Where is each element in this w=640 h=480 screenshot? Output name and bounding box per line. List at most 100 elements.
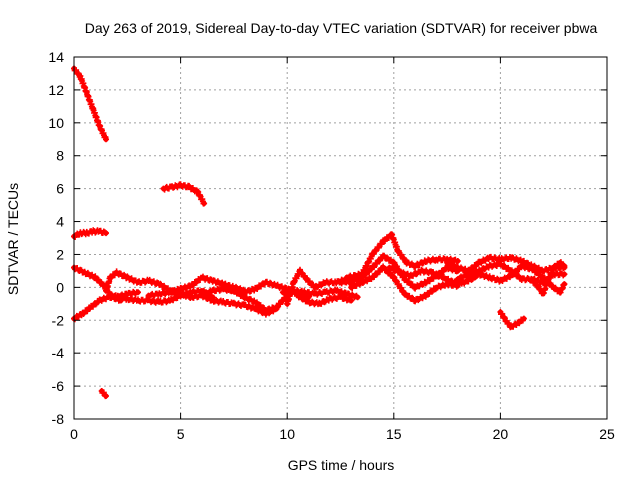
data-point <box>508 273 514 279</box>
data-point <box>487 255 493 261</box>
data-point <box>169 184 175 190</box>
series-markers <box>71 288 141 323</box>
data-point <box>263 311 269 317</box>
y-tick-label: 14 <box>48 49 64 65</box>
data-point <box>369 251 376 258</box>
data-point <box>96 297 103 304</box>
data-point <box>103 393 109 399</box>
data-point <box>380 253 386 259</box>
data-point <box>241 294 248 300</box>
series-arc-22 <box>465 262 568 296</box>
data-point <box>178 182 184 188</box>
data-point <box>487 263 493 269</box>
series-markers <box>71 65 109 143</box>
y-tick-label: 10 <box>48 115 64 131</box>
data-point <box>401 291 408 297</box>
data-point <box>241 302 248 309</box>
y-tick-label: -8 <box>52 411 65 427</box>
data-point <box>156 281 162 287</box>
data-point <box>397 269 403 276</box>
data-point <box>96 228 103 235</box>
y-axis-title: SDTVAR / TECUs <box>5 183 21 295</box>
data-point <box>403 260 410 266</box>
x-tick-label: 25 <box>599 426 615 442</box>
grid-lines <box>74 57 607 419</box>
data-point <box>348 284 354 290</box>
y-tick-label: 8 <box>56 148 64 164</box>
data-point <box>333 279 339 286</box>
data-point <box>519 276 525 282</box>
data-series <box>71 65 568 400</box>
data-point <box>561 281 567 287</box>
data-point <box>295 292 301 299</box>
data-point <box>455 265 461 271</box>
data-point <box>231 301 237 307</box>
data-point <box>380 265 386 271</box>
data-point <box>156 291 162 297</box>
data-point <box>188 283 194 289</box>
data-point <box>88 304 94 310</box>
data-point <box>290 288 297 294</box>
data-point <box>521 316 527 322</box>
data-point <box>231 288 237 294</box>
data-point <box>359 279 365 286</box>
y-tick-label: 4 <box>56 214 64 230</box>
data-point <box>391 274 397 281</box>
data-point <box>77 230 83 236</box>
data-point <box>536 284 542 290</box>
series-arc-17 <box>337 252 461 292</box>
data-point <box>124 296 130 302</box>
data-point <box>109 292 115 299</box>
data-point <box>423 292 429 299</box>
data-point <box>178 286 184 292</box>
data-point <box>519 263 525 269</box>
data-point <box>135 279 141 286</box>
data-point <box>273 306 280 312</box>
data-point <box>508 324 514 330</box>
series-arc-14 <box>279 286 361 301</box>
data-point <box>540 268 546 274</box>
data-point <box>99 388 105 394</box>
data-point <box>195 189 201 195</box>
data-point <box>107 274 113 281</box>
series-arc-24 <box>497 309 527 331</box>
data-point <box>167 297 173 304</box>
data-point <box>220 284 226 290</box>
y-tick-label: -4 <box>52 345 65 361</box>
data-point <box>450 279 457 286</box>
x-axis-title: GPS time / hours <box>288 457 395 473</box>
data-point <box>303 276 309 282</box>
series-markers <box>71 227 109 240</box>
data-point <box>79 311 86 317</box>
data-point <box>391 260 397 266</box>
data-point <box>322 279 329 286</box>
data-point <box>96 123 103 129</box>
data-point <box>84 90 90 96</box>
data-point <box>423 279 429 286</box>
data-point <box>429 269 435 276</box>
data-point <box>209 288 216 294</box>
data-point <box>418 268 425 274</box>
data-point <box>337 294 344 300</box>
data-point <box>209 278 216 284</box>
data-point <box>114 269 120 276</box>
data-point <box>77 74 83 80</box>
data-point <box>433 284 440 290</box>
data-point <box>188 289 194 295</box>
data-point <box>348 297 354 304</box>
x-tick-label: 15 <box>386 426 402 442</box>
data-point <box>103 288 109 294</box>
data-point <box>284 301 290 307</box>
series-arc-3 <box>98 388 109 400</box>
data-point <box>444 260 450 266</box>
data-point <box>561 263 567 269</box>
data-point <box>301 289 307 295</box>
data-point <box>92 274 98 281</box>
data-point <box>461 279 467 286</box>
data-point <box>497 278 503 284</box>
data-point <box>423 258 429 264</box>
y-tick-label: 2 <box>56 246 64 262</box>
data-point <box>312 284 318 290</box>
data-point <box>333 288 339 294</box>
data-point <box>359 274 365 281</box>
